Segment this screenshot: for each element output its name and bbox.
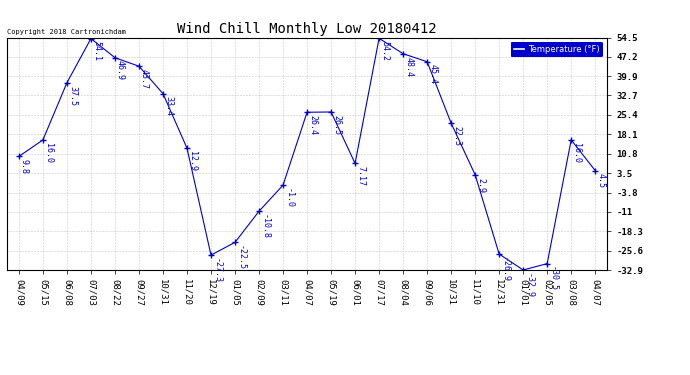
Text: 12.9: 12.9 <box>188 151 197 171</box>
Text: 54.2: 54.2 <box>380 41 389 61</box>
Text: 9.8: 9.8 <box>20 159 29 174</box>
Text: -22.5: -22.5 <box>236 245 245 270</box>
Text: 4.5: 4.5 <box>596 173 605 188</box>
Text: 26.5: 26.5 <box>332 115 341 135</box>
Text: 16.0: 16.0 <box>44 143 53 163</box>
Text: 46.9: 46.9 <box>116 60 125 81</box>
Text: 22.3: 22.3 <box>452 126 461 146</box>
Title: Wind Chill Monthly Low 20180412: Wind Chill Monthly Low 20180412 <box>177 22 437 36</box>
Text: 37.5: 37.5 <box>68 86 77 105</box>
Text: -30.5: -30.5 <box>549 266 558 291</box>
Text: 45.4: 45.4 <box>428 64 437 84</box>
Text: Copyright 2018 Cartronichdam: Copyright 2018 Cartronichdam <box>7 29 126 35</box>
Text: -1.0: -1.0 <box>284 188 293 208</box>
Text: -27.3: -27.3 <box>212 258 221 283</box>
Text: 54.1: 54.1 <box>92 41 101 62</box>
Text: 26.4: 26.4 <box>308 115 317 135</box>
Text: 43.7: 43.7 <box>140 69 149 89</box>
Legend: Temperature (°F): Temperature (°F) <box>511 42 603 57</box>
Text: 16.0: 16.0 <box>572 143 581 163</box>
Text: 2.9: 2.9 <box>476 177 485 192</box>
Text: 48.4: 48.4 <box>404 57 413 76</box>
Text: 7.17: 7.17 <box>356 166 365 186</box>
Text: 33.4: 33.4 <box>164 96 173 116</box>
Text: -32.9: -32.9 <box>524 273 533 298</box>
Text: -10.8: -10.8 <box>260 214 269 239</box>
Text: -26.9: -26.9 <box>500 257 509 282</box>
